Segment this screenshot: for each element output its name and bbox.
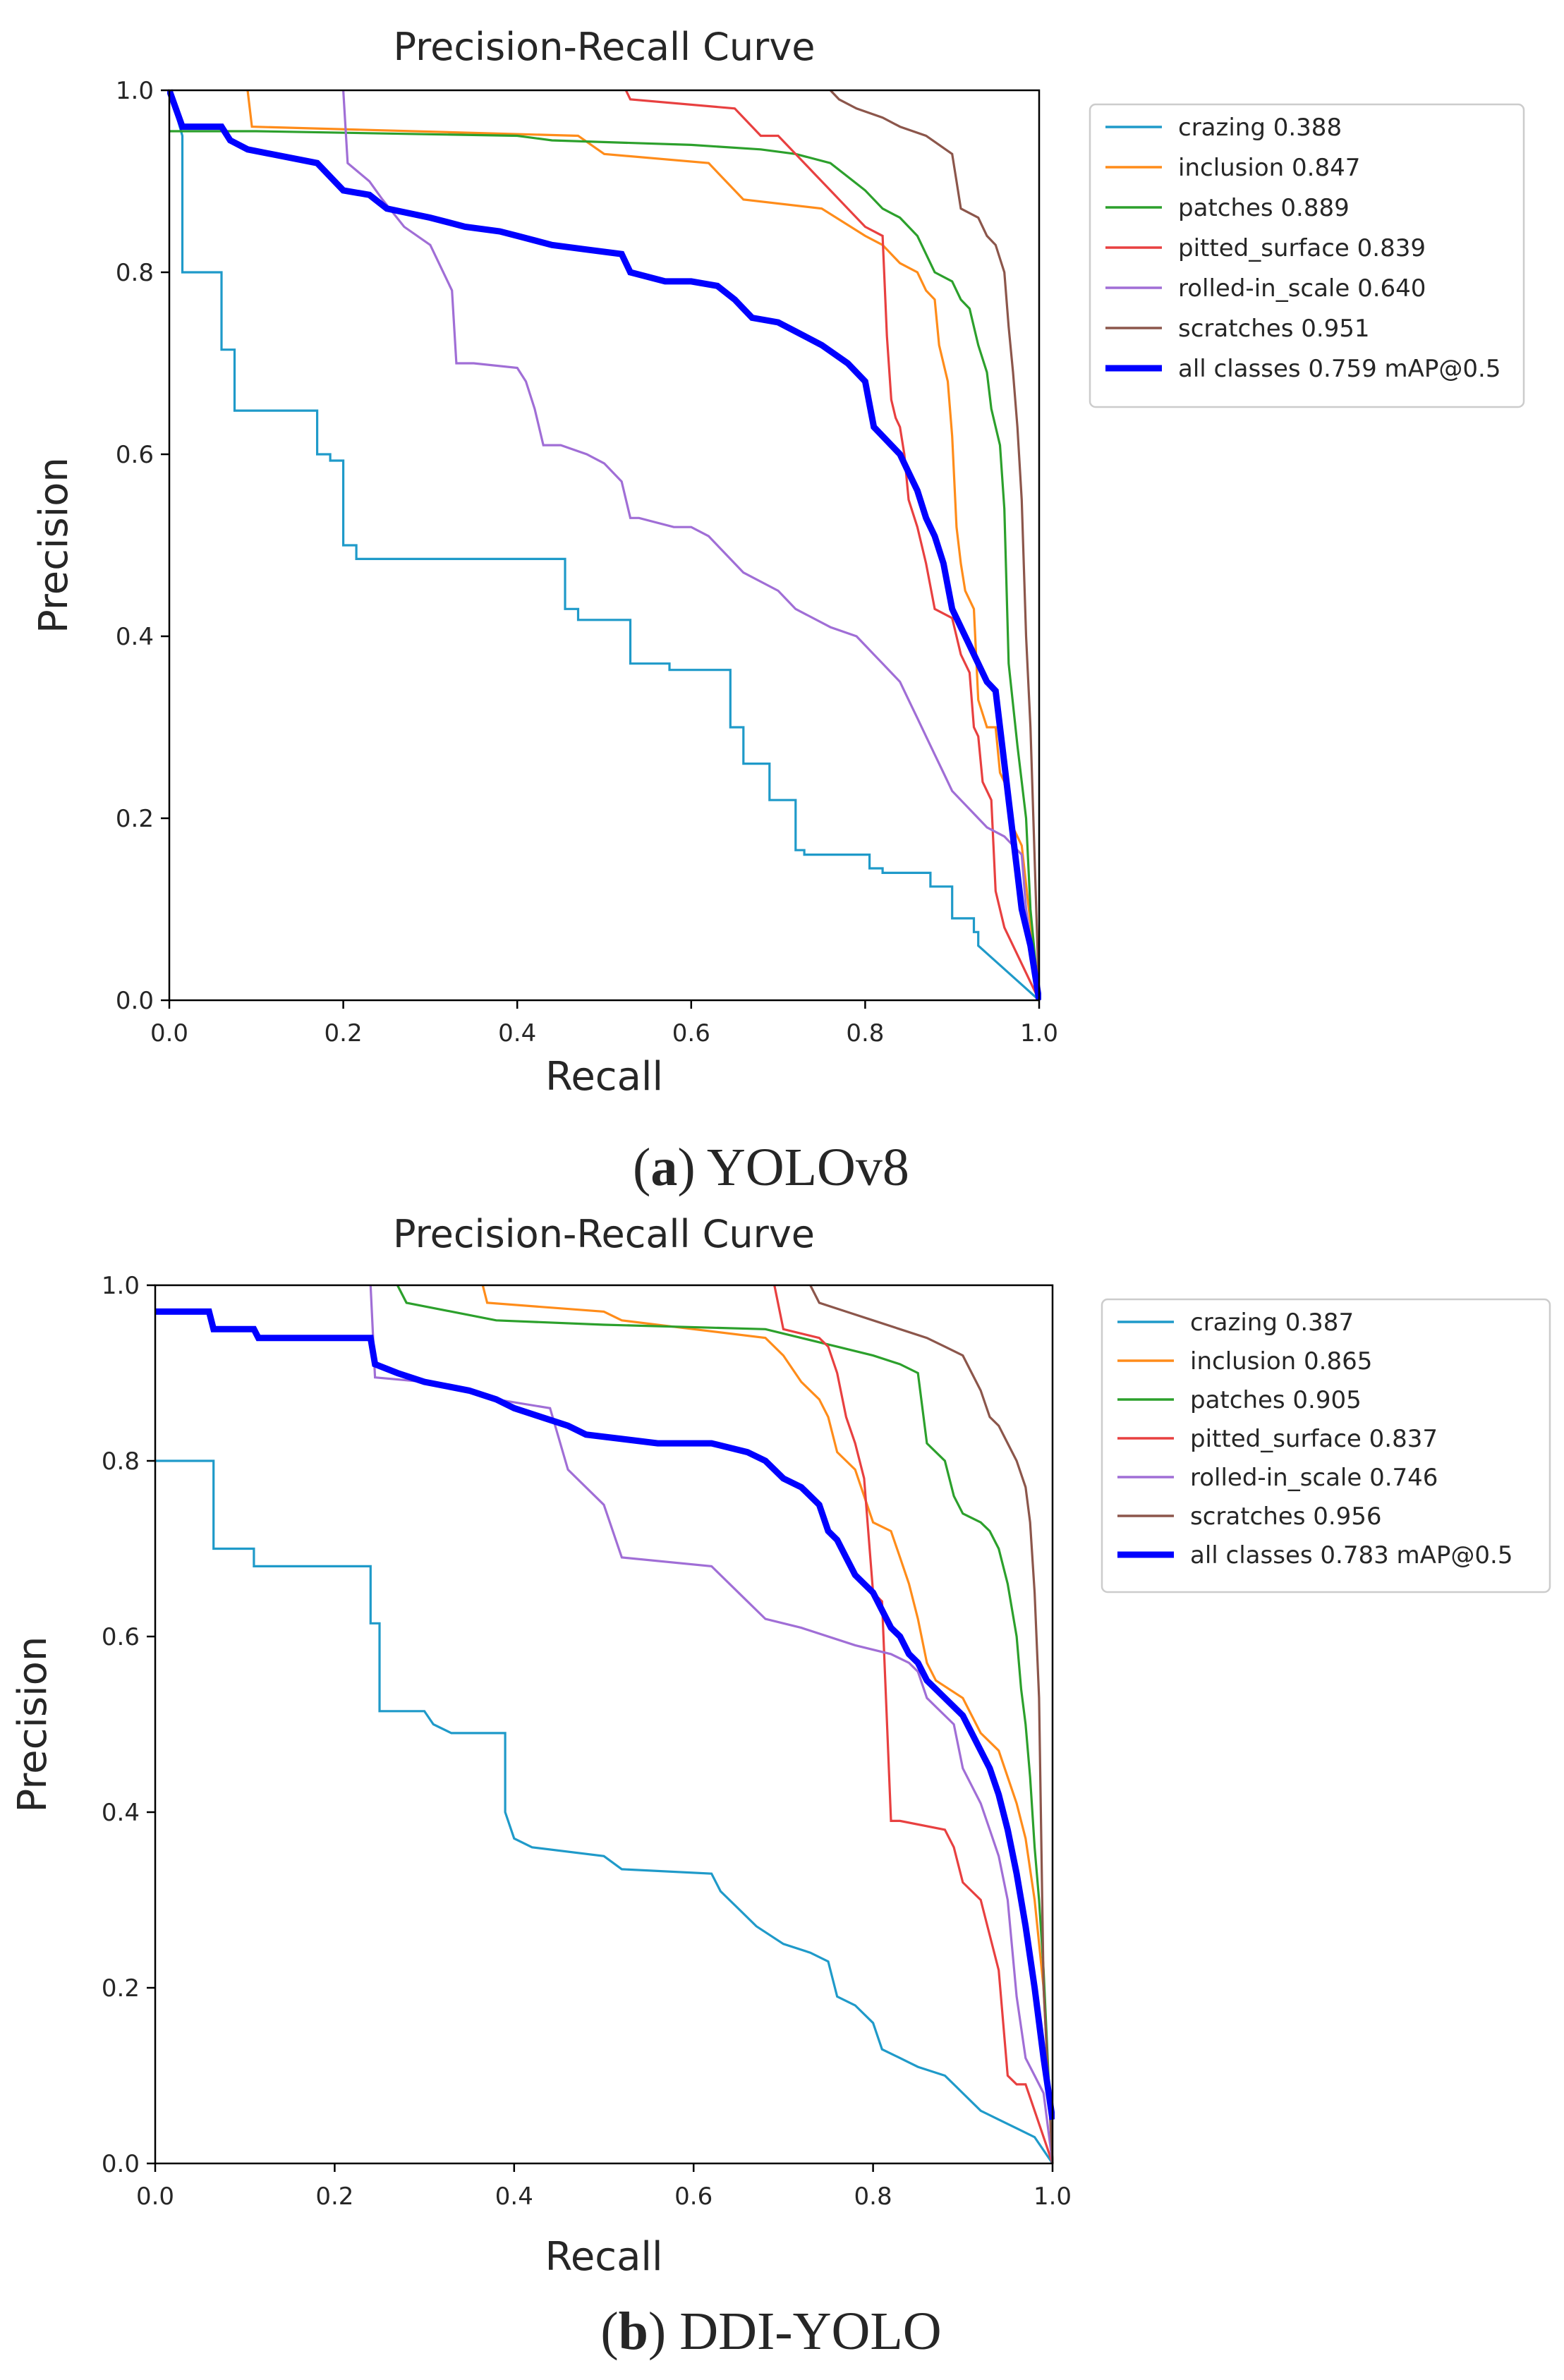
- y-tick-label: 1.0: [102, 1272, 140, 1300]
- y-tick-label: 0.8: [116, 259, 154, 287]
- x-tick-label: 0.2: [315, 2182, 353, 2211]
- x-tick-label: 0.8: [854, 2182, 892, 2211]
- legend-entry: patches 0.889: [1178, 194, 1350, 222]
- caption-model-name: YOLOv8: [696, 1138, 909, 1197]
- caption-model-name: DDI-YOLO: [666, 2302, 941, 2361]
- pr-curve-all: [167, 89, 1041, 1001]
- legend-entry: patches 0.905: [1190, 1386, 1362, 1414]
- caption-paren-open: (: [600, 2302, 618, 2361]
- legend-entry: all classes 0.759 mAP@0.5: [1178, 355, 1501, 383]
- pr-curve-scratches: [809, 1285, 1054, 2164]
- chart-title: Precision-Recall Curve: [393, 1212, 815, 1256]
- y-tick-label: 0.6: [102, 1623, 140, 1651]
- x-tick-label: 1.0: [1020, 1019, 1058, 1048]
- chart-title: Precision-Recall Curve: [393, 25, 815, 69]
- y-tick-label: 1.0: [116, 77, 154, 105]
- chart-b-ddi-yolo: Precision-Recall Curve 0.0 0.2 0.4 0.6 0.8 1.0…: [10, 1212, 1551, 2361]
- x-tick-label: 0.6: [674, 2182, 713, 2211]
- pr-curve-crazing: [155, 1459, 1054, 2164]
- pr-curve-pitted-surface: [624, 90, 1041, 1001]
- x-tick-label: 0.0: [150, 1019, 188, 1048]
- plot-frame: [168, 89, 1041, 1002]
- curves: [155, 1285, 1055, 2164]
- legend-entry: scratches 0.951: [1178, 315, 1370, 343]
- caption-letter: a: [650, 1138, 677, 1197]
- y-tick-label: 0.2: [102, 1974, 140, 2003]
- y-tick-label: 0.2: [116, 805, 154, 833]
- legend: crazing 0.387 inclusion 0.865 patches 0.90…: [1101, 1298, 1551, 1593]
- y-tick-label: 0.6: [116, 441, 154, 469]
- legend-entry: crazing 0.387: [1190, 1309, 1354, 1337]
- legend-box: [1089, 103, 1525, 408]
- pr-curve-pitted-surface: [773, 1285, 1054, 2164]
- pr-curve-inclusion: [481, 1285, 1054, 2164]
- legend-box: [1101, 1298, 1551, 1593]
- y-tick-label: 0.0: [116, 987, 154, 1015]
- pr-curve-rolled-in-scale: [342, 90, 1041, 1001]
- pr-curve-scratches: [829, 89, 1041, 1001]
- x-tick-label: 0.0: [136, 2182, 174, 2211]
- legend-entry: pitted_surface 0.837: [1190, 1425, 1438, 1453]
- caption-paren-close: ): [648, 2302, 666, 2361]
- legend-entry: inclusion 0.847: [1178, 154, 1360, 182]
- x-tick-label: 0.2: [325, 1019, 363, 1048]
- y-tick-label: 0.0: [102, 2150, 140, 2178]
- legend: crazing 0.388 inclusion 0.847 patches 0.88…: [1089, 103, 1525, 408]
- caption-paren-close: ): [677, 1138, 695, 1197]
- legend-entry: crazing 0.388: [1178, 114, 1342, 142]
- x-tick-label: 1.0: [1033, 2182, 1072, 2211]
- x-tick-label: 0.4: [498, 1019, 536, 1048]
- curves: [167, 89, 1041, 1002]
- pr-curve-patches: [396, 1285, 1054, 2164]
- legend-entry: rolled-in_scale 0.746: [1190, 1464, 1438, 1492]
- legend-entry: scratches 0.956: [1190, 1502, 1382, 1531]
- legend-entry: pitted_surface 0.839: [1178, 234, 1426, 262]
- y-tick-label: 0.4: [102, 1799, 140, 1827]
- legend-entry: inclusion 0.865: [1190, 1347, 1372, 1376]
- pr-curve-patches: [169, 130, 1041, 1001]
- legend-entry: rolled-in_scale 0.640: [1178, 274, 1426, 303]
- x-tick-label: 0.6: [672, 1019, 710, 1048]
- pr-curve-inclusion: [246, 90, 1041, 1001]
- x-axis-label: Recall: [545, 1054, 663, 1100]
- y-tick-label: 0.4: [116, 623, 154, 651]
- y-axis-label: Precision: [10, 1637, 56, 1813]
- x-tick-label: 0.4: [495, 2182, 533, 2211]
- caption-paren-open: (: [633, 1138, 650, 1197]
- x-axis-label: Recall: [545, 2234, 662, 2280]
- x-tick-label: 0.8: [846, 1019, 884, 1048]
- chart-a-yolov8: Precision-Recall Curve 0.0 0.2 0.4 0.6 0.8 1.0…: [31, 25, 1525, 1197]
- pr-curve-all: [155, 1308, 1055, 2120]
- y-tick-label: 0.8: [102, 1447, 140, 1476]
- figure-caption: (b) DDI-YOLO: [600, 2302, 941, 2361]
- caption-letter: b: [619, 2302, 648, 2361]
- figure-caption: (a) YOLOv8: [633, 1138, 909, 1197]
- y-axis-label: Precision: [31, 457, 77, 633]
- pr-curve-crazing: [168, 90, 1041, 1002]
- plot-frame: [154, 1284, 1054, 2165]
- legend-entry: all classes 0.783 mAP@0.5: [1190, 1541, 1513, 1570]
